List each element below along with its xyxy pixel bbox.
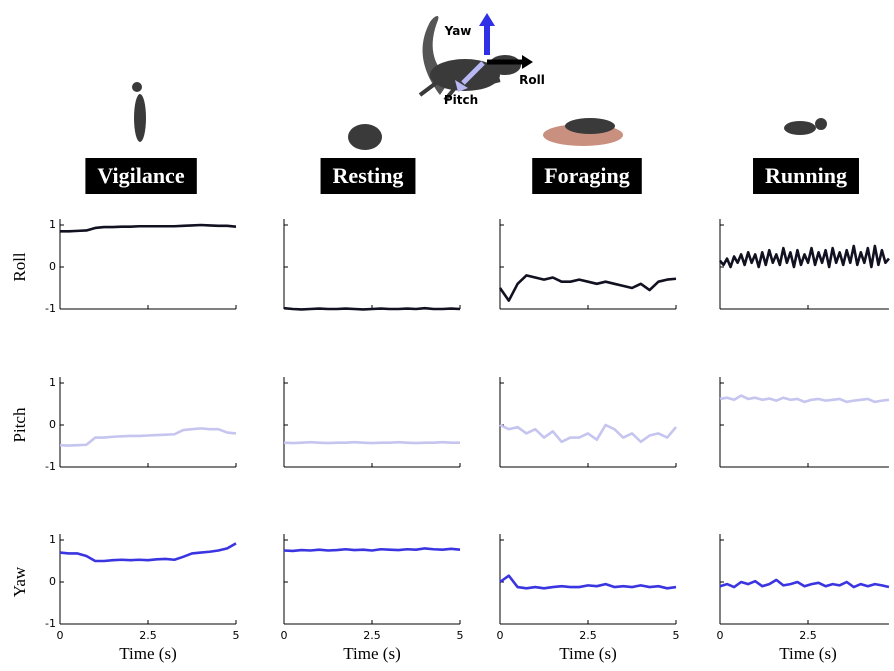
x-tick-label: 5	[233, 629, 240, 642]
x-tick-label: 2.5	[799, 629, 817, 642]
y-axis-label: Pitch	[10, 407, 29, 442]
behavior-title: Resting	[333, 163, 404, 188]
y-tick-label: 1	[49, 376, 56, 389]
data-line	[283, 440, 460, 445]
behavior-box	[532, 158, 642, 194]
data-line	[60, 223, 237, 233]
y-tick-label: 0	[49, 575, 56, 588]
data-line	[719, 244, 890, 269]
behavior-box	[85, 158, 197, 194]
yaw-label: Yaw	[444, 24, 472, 38]
x-axis-label: Time (s)	[779, 644, 836, 663]
head	[489, 55, 521, 75]
behavior-title: Foraging	[544, 163, 630, 188]
x-tick-label: 2.5	[363, 629, 381, 642]
data-line	[719, 578, 890, 589]
resting-icon	[348, 124, 382, 150]
pitch-label: Pitch	[444, 93, 478, 107]
data-line	[499, 423, 677, 444]
x-tick-label: 2.5	[579, 629, 597, 642]
data-line	[59, 427, 237, 447]
y-tick-label: -1	[45, 617, 56, 630]
yaw-head	[479, 13, 495, 26]
pitch-arrow	[461, 61, 485, 85]
behavior-title: Running	[765, 163, 847, 188]
meerkat-head	[132, 82, 142, 92]
animal-icons	[132, 82, 827, 150]
meerkat-icon	[134, 94, 146, 142]
x-axis-label: Time (s)	[559, 644, 616, 663]
legs	[418, 78, 501, 102]
x-tick-label: 5	[673, 629, 680, 642]
foraging-icon	[565, 118, 615, 134]
x-tick-label: 2.5	[139, 629, 157, 642]
y-tick-label: -1	[45, 302, 56, 315]
roll-label: Roll	[519, 73, 545, 87]
y-axis-label: Yaw	[10, 566, 29, 597]
data-line	[283, 306, 461, 311]
x-tick-label: 0	[281, 629, 288, 642]
x-tick-label: 0	[57, 629, 64, 642]
running-head	[815, 118, 827, 130]
roll-head	[522, 55, 533, 69]
y-tick-label: 1	[49, 533, 56, 546]
x-tick-label: 0	[717, 629, 724, 642]
y-axis-label: Roll	[10, 252, 29, 282]
behavior-box	[753, 158, 859, 194]
data-line	[283, 547, 461, 553]
pitch-head	[455, 80, 468, 92]
y-tick-label: -1	[45, 460, 56, 473]
data-line	[59, 542, 237, 563]
y-tick-label: 1	[49, 218, 56, 231]
data-line	[719, 394, 890, 404]
data-line	[499, 574, 677, 590]
data-line	[498, 274, 677, 302]
axes-diagram: Yaw Roll Pitch	[418, 13, 545, 107]
y-tick-label: 0	[49, 418, 56, 431]
behavior-box	[320, 158, 416, 194]
x-axis-label: Time (s)	[119, 644, 176, 663]
x-tick-label: 0	[497, 629, 504, 642]
behavior-title: Vigilance	[97, 163, 184, 188]
x-tick-label: 5	[457, 629, 464, 642]
x-axis-label: Time (s)	[343, 644, 400, 663]
y-tick-label: 0	[49, 260, 56, 273]
running-icon	[784, 121, 816, 135]
